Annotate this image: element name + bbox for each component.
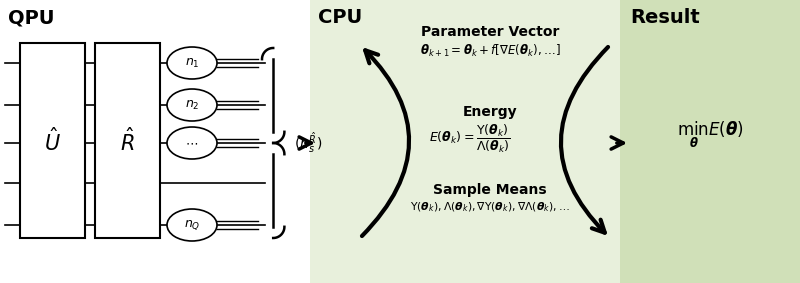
- Text: $n_2$: $n_2$: [185, 98, 199, 112]
- FancyBboxPatch shape: [95, 43, 160, 238]
- Ellipse shape: [167, 89, 217, 121]
- Text: Energy: Energy: [462, 105, 518, 119]
- Text: $n_Q$: $n_Q$: [184, 218, 200, 232]
- Text: $E(\boldsymbol{\theta}_k) = \dfrac{\Upsilon(\boldsymbol{\theta}_k)}{\Lambda(\bol: $E(\boldsymbol{\theta}_k) = \dfrac{\Upsi…: [430, 123, 510, 155]
- Bar: [620, 0, 800, 283]
- Text: Sample Means: Sample Means: [433, 183, 547, 197]
- Text: $\min_{\boldsymbol{\theta}} E(\boldsymbol{\theta})$: $\min_{\boldsymbol{\theta}} E(\boldsymbo…: [677, 119, 743, 151]
- Text: QPU: QPU: [8, 8, 54, 27]
- Ellipse shape: [167, 127, 217, 159]
- Text: Result: Result: [630, 8, 700, 27]
- Text: $\cdots$: $\cdots$: [186, 136, 198, 149]
- Text: $\hat{U}$: $\hat{U}$: [43, 127, 61, 155]
- Text: $\hat{R}$: $\hat{R}$: [120, 127, 134, 155]
- Text: $\Upsilon(\boldsymbol{\theta}_k), \Lambda(\boldsymbol{\theta}_k), \nabla\Upsilon: $\Upsilon(\boldsymbol{\theta}_k), \Lambd…: [410, 200, 570, 214]
- Bar: [310, 0, 800, 283]
- Text: Parameter Vector: Parameter Vector: [421, 25, 559, 39]
- Ellipse shape: [167, 209, 217, 241]
- Text: $\boldsymbol{\theta}_{k+1} = \boldsymbol{\theta}_k + f[\nabla E(\boldsymbol{\the: $\boldsymbol{\theta}_{k+1} = \boldsymbol…: [420, 43, 560, 59]
- FancyBboxPatch shape: [20, 43, 85, 238]
- Ellipse shape: [167, 47, 217, 79]
- Text: $n_1$: $n_1$: [185, 56, 199, 70]
- Text: CPU: CPU: [318, 8, 362, 27]
- Text: $(n_s^{\hat{R}})$: $(n_s^{\hat{R}})$: [294, 130, 322, 156]
